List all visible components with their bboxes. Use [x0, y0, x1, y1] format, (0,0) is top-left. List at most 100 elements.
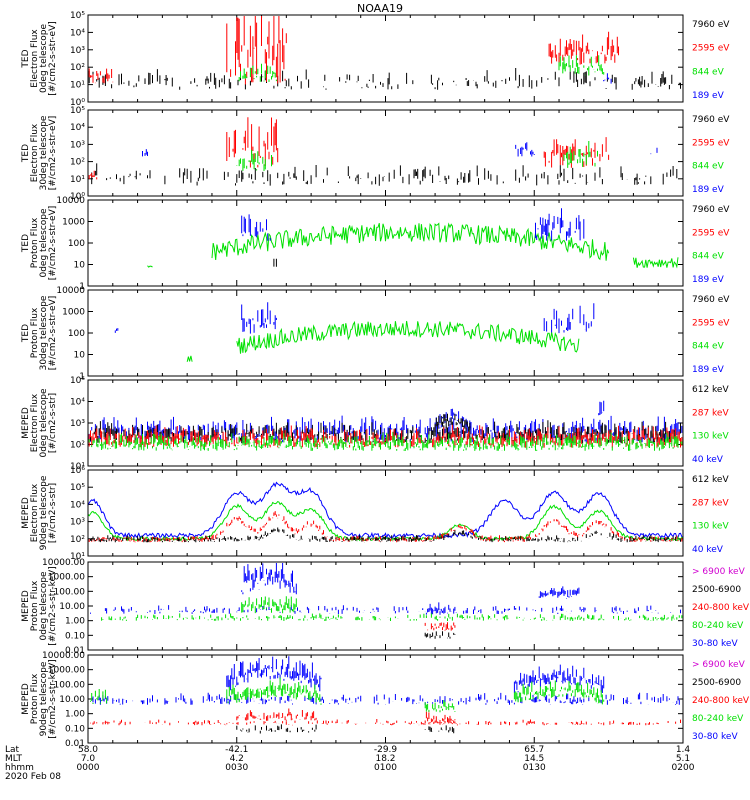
y-tick-label: 10⁶ — [70, 466, 85, 476]
series-marks — [424, 725, 455, 734]
legend-entry: 844 eV — [692, 252, 725, 262]
y-tick-label: 10³ — [70, 140, 85, 150]
y-tick-label: 10.00 — [59, 695, 85, 705]
series-line — [87, 481, 684, 539]
series-blue — [87, 481, 684, 539]
y-tick-label: 10¹ — [70, 81, 85, 91]
panel-frame — [87, 199, 684, 287]
legend-entry: 189 eV — [692, 365, 725, 375]
footer-row-label: 2020 Feb 08 — [5, 772, 61, 782]
y-tick-label: 0.01 — [65, 739, 85, 749]
legend-entry: 30-80 keV — [692, 732, 738, 742]
y-tick-label: 10² — [70, 158, 85, 168]
legend-entry: 189 eV — [692, 185, 725, 195]
footer-lat-value: -42.1 — [225, 745, 248, 755]
series-blue — [114, 302, 595, 334]
y-tick-label: 1.00 — [65, 617, 85, 627]
series-marks — [424, 602, 456, 615]
y-tick-label: 10⁴ — [70, 28, 85, 38]
series-marks — [236, 724, 317, 734]
series-marks — [424, 700, 456, 713]
legend-entry: 2500-6900 — [692, 585, 741, 595]
series-marks — [226, 117, 279, 168]
series-black — [236, 724, 455, 734]
panel-1: 10⁰ 10¹ 10² 10³ 10⁴ 10⁵ TEDElectron Flux0deg t… — [21, 11, 730, 108]
series-marks — [101, 613, 684, 621]
series-marks — [236, 149, 272, 171]
footer-lat-value: 1.4 — [676, 745, 691, 755]
data-marks — [147, 208, 679, 269]
legend-entry: > 6900 keV — [692, 660, 746, 670]
panel-frame — [87, 289, 684, 377]
y-tick-label: 10000 — [56, 196, 85, 206]
series-marks — [238, 63, 277, 82]
data-marks — [87, 481, 684, 543]
series-marks — [598, 400, 605, 416]
footer-lat-value: -29.9 — [374, 745, 398, 755]
plot-title: NOAA19 — [357, 2, 403, 15]
panel-frame — [87, 561, 684, 651]
footer-lat-value: 58.0 — [78, 745, 98, 755]
y-tick-label: 10⁵ — [70, 11, 85, 21]
y-tick-label: 10⁰ — [70, 98, 85, 108]
legend-entry: 40 keV — [692, 545, 724, 555]
legend-entry: 287 keV — [692, 408, 729, 418]
y-axis-label: TEDProton Flux30deg telescope[#/cm2-s-st… — [21, 295, 58, 370]
series-marks — [88, 68, 114, 84]
legend-entry: 240-800 keV — [692, 603, 750, 613]
legend-entry: 80-240 keV — [692, 714, 744, 724]
y-tick-label: 10⁵ — [70, 106, 85, 116]
y-tick-label: 100 — [68, 329, 85, 339]
series-marks — [273, 258, 277, 267]
series-marks — [226, 656, 322, 692]
series-blue — [241, 208, 585, 241]
y-tick-label: 10³ — [70, 419, 85, 429]
y-tick-label: 100.00 — [54, 680, 86, 690]
legend-entry: 844 eV — [692, 342, 725, 352]
legend-entry: 844 eV — [692, 162, 725, 172]
series-marks — [515, 142, 535, 157]
y-tick-label: 10000 — [56, 286, 85, 296]
series-green — [238, 55, 605, 82]
series-marks — [226, 16, 287, 85]
series-marks — [603, 73, 612, 84]
y-tick-label: 1000 — [62, 308, 85, 318]
y-axis-label: MEPEDElectron Flux0deg telescope[#/cm2-s… — [21, 388, 58, 458]
panels: 10⁰ 10¹ 10² 10³ 10⁴ 10⁵ TEDElectron Flux0deg t… — [21, 11, 750, 749]
legend-entry: 130 keV — [692, 522, 729, 532]
series-marks — [563, 141, 598, 168]
series-red — [90, 708, 684, 726]
y-tick-label: 10⁴ — [70, 123, 85, 133]
y-tick-label: 1 — [79, 372, 85, 382]
series-blue — [142, 142, 658, 157]
legend-entry: 7960 eV — [692, 115, 730, 125]
y-tick-label: 10⁵ — [70, 483, 85, 493]
y-axis-label: TEDProton Flux0deg telescope[#/cm2-s-str… — [21, 206, 58, 281]
legend-entry: > 6900 keV — [692, 567, 746, 577]
series-green — [186, 320, 580, 362]
series-marks — [424, 622, 456, 631]
y-axis-label: TEDElectron Flux30deg telescope[#/cm2-s-… — [21, 115, 58, 190]
legend-entry: 844 eV — [692, 67, 725, 77]
data-marks — [87, 656, 684, 734]
series-black — [88, 527, 684, 543]
series-marks — [87, 605, 681, 614]
panel-7: 0.01 0.10 1.00 10.00 100.00 1000.00 10000.00ME… — [21, 558, 750, 656]
data-marks — [87, 400, 684, 451]
y-tick-label: 10¹ — [70, 175, 85, 185]
y-tick-label: 1000.00 — [48, 573, 85, 583]
series-marks — [650, 147, 658, 155]
series-marks — [236, 708, 317, 721]
footer-mlt-value: 4.2 — [230, 754, 244, 764]
y-tick-label: 10² — [70, 535, 85, 545]
series-marks — [543, 137, 610, 168]
panel-8: 0.01 0.10 1.00 10.00 100.00 1000.00 10000.00ME… — [21, 651, 750, 749]
series-line — [147, 265, 153, 268]
y-tick-label: 10¹ — [70, 552, 85, 562]
y-tick-label: 100.00 — [54, 587, 86, 597]
footer-hhmm-value: 0100 — [374, 763, 397, 773]
panel-frame — [87, 109, 684, 197]
series-marks — [424, 631, 456, 639]
legend-entry: 2595 eV — [692, 44, 730, 54]
